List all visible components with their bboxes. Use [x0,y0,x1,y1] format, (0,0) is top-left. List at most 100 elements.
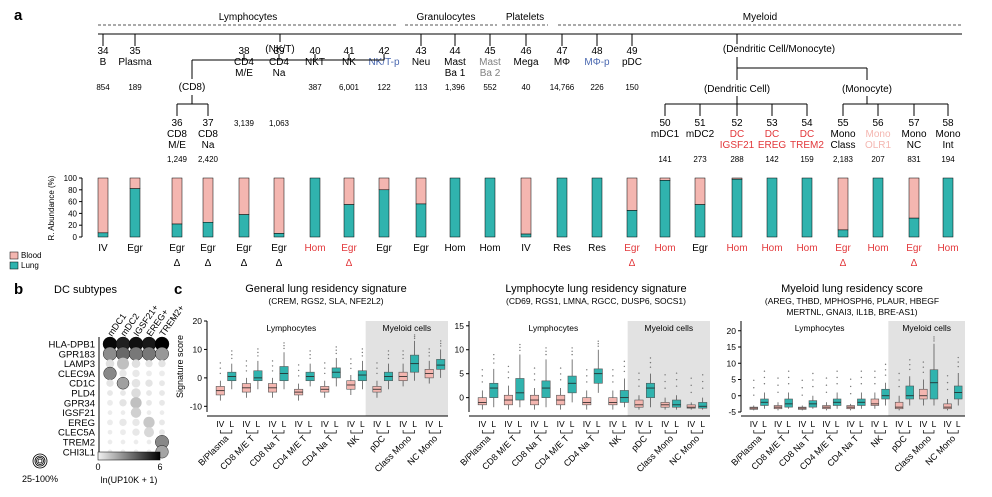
cluster-cell-count: 40 [522,83,531,92]
dot [119,369,127,378]
dot-row-label: CLEC5A [58,428,96,439]
bar-lung-segment [202,222,214,238]
box-outlier [753,387,755,389]
box-plot-title: Lymphocyte lung residency signature [505,283,686,295]
box-outlier [612,381,614,383]
dot [107,439,113,445]
bar-category-label: Hom [654,243,675,254]
bar-category-label: Res [588,243,606,254]
box-outlier [638,372,640,374]
bar-category-label: Hom [867,243,888,254]
category-bracket [753,430,765,434]
box-outlier [533,367,536,369]
box-outlier [812,372,814,375]
box-outlier [690,377,692,379]
dot [146,410,152,415]
box-y-tick-label: 5 [459,369,464,379]
cluster-cell-count: 3,139 [234,119,255,128]
cluster-name: Mega [513,57,538,68]
bar-category-label: Hom [726,243,747,254]
cluster-name: B [100,57,107,68]
box-tick-label: L [622,419,627,429]
box-outlier [481,375,484,377]
cluster-cell-count: 150 [625,83,639,92]
dot [131,388,141,398]
box-outlier [787,383,790,385]
cluster-name: NK/T-p [368,57,400,68]
box-iv [634,399,644,408]
tree-label-dc-mono: (Dendritic Cell/Monocyte) [723,44,835,55]
bar-lung-segment [415,203,427,238]
group-label-myeloid: Myeloid cells [383,323,432,333]
bar-category-label: Hom [796,243,817,254]
box-outlier [701,374,704,376]
cluster-name: CD4 [269,57,289,68]
bar-lung-segment [556,177,568,238]
size-legend-ring [34,455,46,467]
box-outlier [387,353,390,356]
box-outlier [219,362,222,364]
bar-y-tick-label: 0 [73,233,78,242]
group-label-lymphocytes: Lymphocytes [528,323,578,333]
cluster-id: 36 [171,118,183,129]
cluster-name: Int [942,140,953,151]
box-outlier [898,372,900,375]
cluster-name: M/E [235,68,253,79]
bar-category-label: Egr [413,243,429,254]
box-outlier [413,334,416,336]
box-outlier [324,372,326,375]
cluster-cell-count: 273 [693,155,707,164]
box-outlier [545,347,547,349]
box-lung [881,388,890,400]
color-legend-label: ln(UP10K + 1) [101,475,158,485]
dot-row-label: CLEC9A [58,369,96,380]
category-bracket [272,430,285,434]
box-iv [870,398,880,406]
dot-row-label: TREM2 [63,438,95,449]
cluster-name: MΦ-p [584,57,610,68]
box-outlier [533,373,536,375]
box-outlier [493,358,495,360]
category-bracket [481,430,495,434]
group-label-myeloid: Myeloid cells [902,323,951,333]
box-outlier [801,379,803,382]
bar-category-label: Egr [906,243,922,254]
bar-blood-segment [626,177,638,211]
box-y-tick-label: 0 [459,393,464,403]
bar-lung-segment [273,233,285,238]
cluster-cell-count: 113 [415,83,428,92]
myeloid-background [888,321,965,416]
box-outlier [507,377,510,379]
cluster-cell-count: 226 [590,83,604,92]
box-tick-label: L [412,419,417,429]
myeloid-background [365,321,448,416]
box-outlier [874,383,876,385]
dot-row-label: CHI3L1 [63,447,95,458]
bar-lung-segment [171,223,183,238]
bar-category-label: Egr [169,243,185,254]
cluster-name: Mono [865,129,890,140]
box-plot-subtitle: (CD69, RGS1, LMNA, RGCC, DUSP6, SOCS1) [506,296,686,306]
cluster-name: TREM2 [790,140,824,151]
box-lung [784,398,793,408]
dot-row-label: IGSF21 [62,408,95,419]
category-bracket [402,430,415,434]
box-outlier [245,360,248,362]
box-outlier [586,369,588,371]
box-outlier [898,379,900,381]
box-outlier [533,379,536,381]
box-outlier [376,367,378,369]
box-outlier [690,391,692,394]
box-tick-label: IV [531,419,539,429]
dot [159,419,165,426]
cluster-name: DC [765,129,779,140]
box-category-label: NK [345,433,361,449]
cluster-id: 46 [520,46,532,57]
color-legend-bar [97,451,161,461]
box-lung [672,399,682,408]
box-outlier [664,374,666,376]
box-tick-label: L [334,419,339,429]
box-tick-label: IV [750,419,758,429]
dot [106,379,114,387]
bar-lung-segment [309,177,321,238]
